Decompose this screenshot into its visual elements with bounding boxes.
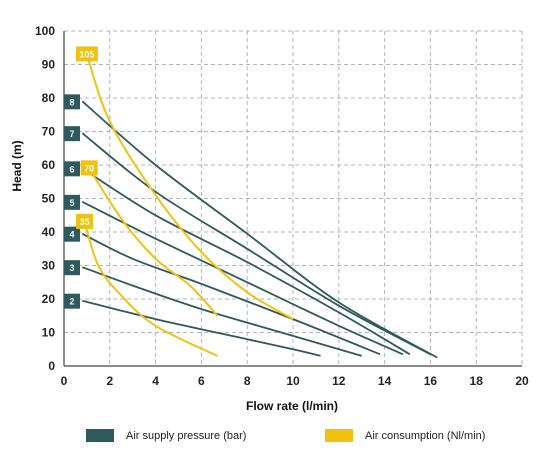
legend-item-consumption: Air consumption (Nl/min): [325, 429, 485, 442]
pressure-label-text: 3: [69, 263, 74, 273]
y-tick-label: 20: [42, 292, 56, 306]
y-tick-label: 50: [42, 192, 56, 206]
consumption-label-text: 35: [80, 217, 90, 227]
pressure-label-5: 5: [64, 194, 80, 210]
y-tick-label: 90: [42, 58, 56, 72]
pressure-label-3: 3: [64, 260, 80, 276]
pressure-label-text: 2: [69, 297, 74, 307]
grid: [64, 30, 523, 366]
consumption-label-box: [75, 46, 98, 62]
consumption-label-box: [80, 160, 98, 176]
x-tick-label: 14: [378, 374, 392, 388]
y-tick-label: 0: [48, 359, 55, 373]
consumption-label-35: 35: [76, 213, 94, 229]
pressure-curve-4: [81, 232, 381, 356]
pressure-label-text: 7: [69, 129, 74, 139]
pressure-label-text: 5: [69, 198, 74, 208]
pressure-label-6: 6: [64, 161, 80, 177]
pressure-swatch: [86, 429, 114, 442]
y-tick-label: 60: [42, 158, 56, 172]
x-tick-label: 18: [470, 374, 484, 388]
y-tick-label: 80: [42, 91, 56, 105]
pressure-label-box: [64, 293, 80, 309]
x-tick-label: 12: [332, 374, 346, 388]
pressure-label-box: [64, 126, 80, 142]
y-tick-label: 10: [42, 326, 56, 340]
consumption-label-text: 70: [84, 163, 94, 173]
pressure-label-text: 6: [69, 164, 74, 174]
consumption-label-105: 105: [75, 46, 98, 62]
y-tick-label: 70: [42, 125, 56, 139]
consumption-swatch: [325, 429, 353, 442]
legend-label-consumption: Air consumption (Nl/min): [365, 429, 486, 442]
pressure-label-2: 2: [64, 293, 80, 309]
x-axis-title: Flow rate (l/min): [246, 399, 338, 413]
x-tick-label: 10: [286, 374, 300, 388]
x-tick-label: 2: [106, 374, 113, 388]
consumption-label-text: 105: [79, 49, 94, 59]
x-tick-label: 4: [152, 374, 159, 388]
consumption-curves: [83, 54, 294, 357]
pressure-curves: [81, 100, 438, 359]
consumption-label-box: [76, 213, 94, 229]
y-tick-label: 30: [42, 259, 56, 273]
legend-item-pressure: Air supply pressure (bar): [86, 429, 246, 442]
consumption-curve-70: [88, 167, 219, 317]
pressure-label-4: 4: [64, 226, 80, 242]
pressure-curve-5: [81, 200, 404, 356]
curve-labels: 2 3 4 5 6 7 8 35 70 105: [64, 46, 98, 309]
legend: Air supply pressure (bar) Air consumptio…: [0, 428, 557, 448]
y-tick-label: 40: [42, 225, 56, 239]
pressure-curve-6: [81, 167, 411, 356]
pressure-curve-8: [81, 100, 438, 359]
x-tick-label: 6: [198, 374, 205, 388]
pressure-curve-7: [81, 132, 431, 356]
pressure-label-box: [64, 161, 80, 177]
x-tick-label: 20: [515, 374, 529, 388]
y-axis-title: Head (m): [10, 140, 24, 191]
consumption-curve-35: [83, 221, 218, 357]
legend-label-pressure: Air supply pressure (bar): [126, 429, 247, 442]
pressure-label-box: [64, 226, 80, 242]
pressure-curve-2: [82, 299, 321, 357]
consumption-curve-105: [85, 54, 294, 320]
pressure-label-text: 8: [69, 97, 74, 107]
pressure-label-box: [64, 94, 80, 110]
pressure-label-text: 4: [69, 230, 74, 240]
pressure-label-box: [64, 260, 80, 276]
pressure-label-7: 7: [64, 126, 80, 142]
x-tick-label: 16: [424, 374, 438, 388]
pressure-label-8: 8: [64, 94, 80, 110]
x-tick-label: 0: [61, 374, 68, 388]
pressure-label-box: [64, 194, 80, 210]
consumption-label-70: 70: [80, 160, 98, 176]
y-tick-label: 100: [35, 24, 55, 38]
x-tick-label: 8: [244, 374, 251, 388]
pressure-curve-3: [81, 266, 362, 357]
tick-labels: 0 2 4 6 8 10 12 14 16 18 20 0 10 20 30 40 50 60 70 80 90 100: [35, 24, 529, 388]
